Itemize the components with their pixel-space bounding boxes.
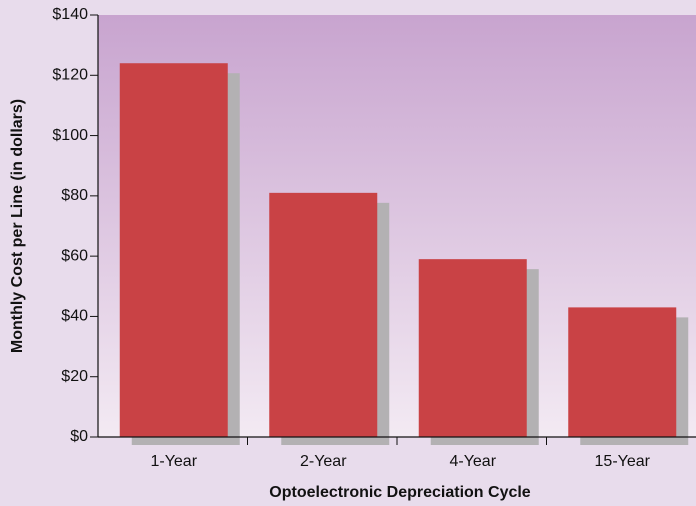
bar — [269, 192, 378, 437]
y-tick-label: $20 — [61, 368, 88, 385]
x-axis-title: Optoelectronic Depreciation Cycle — [269, 484, 531, 501]
x-tick-label: 15-Year — [595, 453, 651, 470]
y-tick-label: $0 — [70, 428, 88, 445]
bar — [418, 259, 527, 437]
y-tick-label: $40 — [61, 308, 88, 325]
y-tick-label: $140 — [52, 6, 88, 23]
bar — [119, 63, 228, 437]
x-tick-label: 4-Year — [449, 453, 496, 470]
x-tick-label: 2-Year — [300, 453, 347, 470]
y-tick-label: $100 — [52, 127, 88, 144]
y-tick-label: $80 — [61, 187, 88, 204]
y-tick-label: $60 — [61, 247, 88, 264]
y-axis-title: Monthly Cost per Line (in dollars) — [9, 99, 26, 353]
x-tick-label: 1-Year — [150, 453, 197, 470]
bar — [568, 307, 677, 437]
y-tick-label: $120 — [52, 67, 88, 84]
